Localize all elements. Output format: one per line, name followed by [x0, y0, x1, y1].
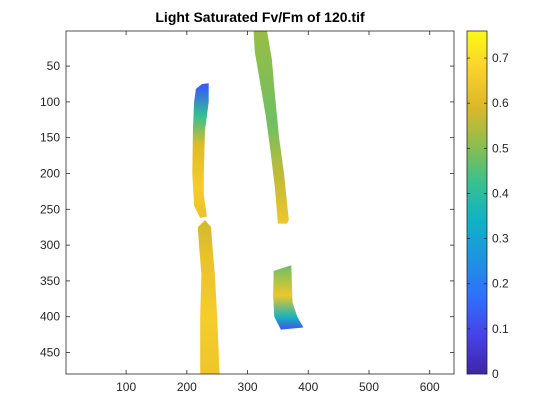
- colorbar-ticks: 0 0.1 0.2 0.3 0.4 0.5 0.6 0.7: [467, 51, 509, 381]
- x-tick-label: 400: [298, 380, 318, 394]
- chart-title: Light Saturated Fv/Fm of 120.tif: [155, 9, 365, 25]
- y-tick-label: 400: [40, 310, 60, 324]
- x-tick-label: 200: [177, 380, 197, 394]
- y-axis: 50 100 150 200 250 300 350 400 450: [40, 59, 454, 360]
- colorbar-tick-label: 0.7: [492, 51, 509, 65]
- right-upper-leaf-region: [253, 31, 289, 224]
- y-tick-label: 50: [47, 59, 61, 73]
- y-tick-label: 200: [40, 166, 60, 180]
- plot-area: [66, 31, 454, 374]
- y-tick-label: 100: [40, 95, 60, 109]
- y-tick-label: 350: [40, 274, 60, 288]
- y-tick-label: 300: [40, 238, 60, 252]
- x-axis: 100 200 300 400 500 600: [116, 31, 440, 394]
- colorbar-frame: [466, 30, 488, 375]
- colorbar-tick-label: 0.4: [492, 186, 509, 200]
- colorbar-tick-label: 0: [492, 367, 499, 381]
- x-tick-label: 100: [116, 380, 136, 394]
- colorbar-tick-label: 0.2: [492, 277, 509, 291]
- right-lower-leaf-region: [273, 265, 304, 330]
- colorbar: [467, 31, 487, 374]
- x-tick-label: 300: [238, 380, 258, 394]
- image-regions: [192, 31, 304, 374]
- colorbar-tick-label: 0.3: [492, 232, 509, 246]
- x-tick-label: 500: [359, 380, 379, 394]
- y-tick-label: 250: [40, 202, 60, 216]
- x-tick-label: 600: [420, 380, 440, 394]
- left-lower-leaf-region: [197, 220, 220, 374]
- colorbar-tick-label: 0.1: [492, 322, 509, 336]
- y-tick-label: 150: [40, 131, 60, 145]
- colorbar-tick-label: 0.5: [492, 141, 509, 155]
- left-upper-leaf-region: [192, 83, 209, 218]
- y-tick-label: 450: [40, 346, 60, 360]
- colorbar-tick-label: 0.6: [492, 96, 509, 110]
- axes-box: [65, 30, 455, 375]
